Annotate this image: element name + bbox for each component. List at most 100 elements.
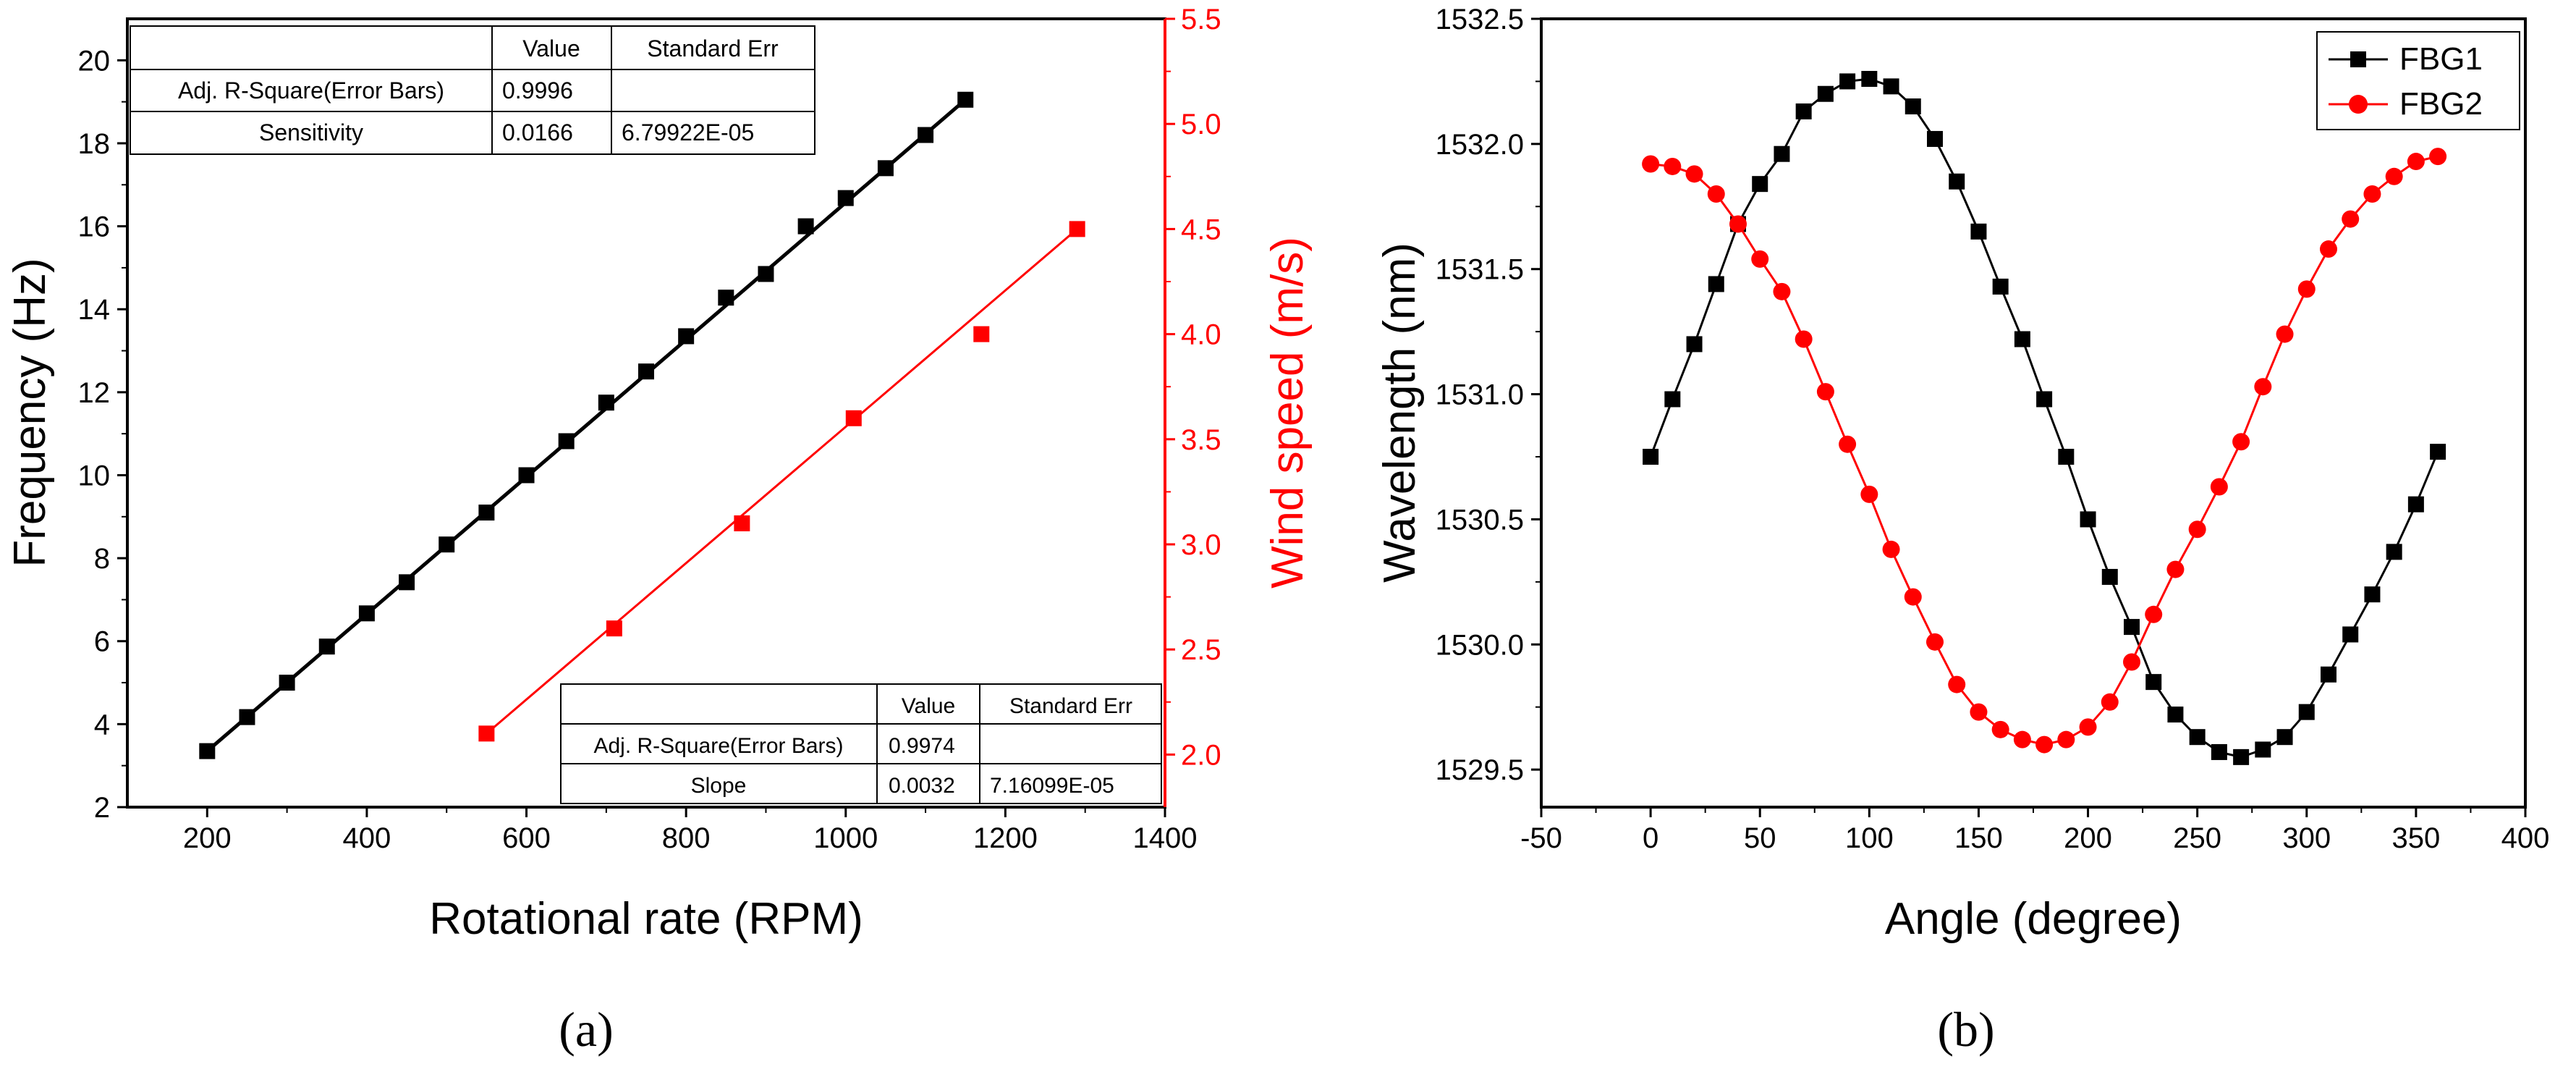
a-series-0-point bbox=[399, 574, 415, 591]
panel-b-x-axis-title: Angle (degree) bbox=[1885, 894, 2182, 944]
panel-b-chart: -50 0 50 100 150 200 250 300 350 400 1529.5 1530.0 1… bbox=[1375, 4, 2549, 1057]
b-series-fbg1-point bbox=[2298, 704, 2315, 720]
panel-a-chart: 200 400 600 800 1000 1200 1400 2 4 6 8 10 12 14 16 18 20… bbox=[5, 4, 1313, 1057]
b-series-fbg1-line bbox=[1649, 77, 2439, 759]
b-y-tick-label: 1532.5 bbox=[1436, 4, 1524, 35]
b-series-fbg2-point bbox=[1839, 435, 1857, 453]
b-series-fbg2-point bbox=[1773, 282, 1791, 300]
a-series-0-point bbox=[718, 290, 734, 306]
legend-fbg2-label: FBG2 bbox=[2399, 86, 2483, 122]
b-y-tick-label: 1531.5 bbox=[1436, 254, 1524, 286]
a-y2-tick-label: 4.0 bbox=[1181, 319, 1221, 351]
panel-b-y-axis-title: Wavelength (nm) bbox=[1375, 242, 1425, 583]
b-series-fbg1-point bbox=[1708, 276, 1724, 292]
b-series-fbg1-point bbox=[1949, 173, 1965, 190]
a-series-1-point bbox=[606, 620, 622, 637]
table-bottom-row2-value: 0.0032 bbox=[889, 774, 955, 798]
a-series-0-point bbox=[558, 433, 575, 450]
b-series-fbg1-point bbox=[1883, 78, 1899, 95]
b-series-fbg2-point bbox=[2123, 653, 2140, 671]
table-bottom-row2-label: Slope bbox=[691, 774, 747, 798]
b-series-fbg1-point bbox=[1643, 449, 1659, 465]
a-x-tick-label: 1400 bbox=[1133, 822, 1198, 854]
b-series-fbg1-point bbox=[1817, 85, 1834, 102]
b-series-fbg1-point bbox=[1839, 73, 1856, 90]
panel-a-table-top: Value Standard Err Adj. R-Square(Error B… bbox=[130, 25, 815, 155]
b-series-fbg2-point bbox=[1904, 588, 1922, 606]
table-bottom-header-value: Value bbox=[902, 694, 956, 718]
b-series-fbg2-point bbox=[2079, 718, 2097, 736]
b-series-fbg2-point bbox=[2320, 240, 2337, 258]
table-bottom-row1-value: 0.9974 bbox=[889, 734, 955, 758]
table-bottom-row2-stderr: 7.16099E-05 bbox=[990, 774, 1114, 798]
a-series-1-point bbox=[734, 515, 750, 531]
b-series-fbg1-point bbox=[2058, 449, 2075, 465]
b-x-tick-label: 50 bbox=[1744, 822, 1776, 854]
b-series-fbg1-point bbox=[2342, 626, 2359, 643]
b-series-fbg1-point bbox=[1905, 98, 1921, 114]
b-series-fbg1-point bbox=[1795, 103, 1812, 119]
a-y-tick-label: 4 bbox=[94, 709, 110, 741]
a-series-0-point bbox=[358, 605, 375, 622]
b-series-fbg1-point bbox=[1927, 130, 1943, 147]
b-y-tick-label: 1530.0 bbox=[1436, 629, 1524, 661]
b-series-fbg2-point bbox=[2101, 693, 2119, 711]
a-series-0-point bbox=[598, 395, 614, 411]
b-x-tick-label: 300 bbox=[2282, 822, 2331, 854]
b-series-fbg2-point bbox=[2013, 730, 2031, 748]
table-bottom-header-stderr: Standard Err bbox=[1009, 694, 1132, 718]
b-series-fbg1-point bbox=[2101, 568, 2118, 585]
b-series-fbg1-point bbox=[2145, 674, 2162, 691]
table-top-row2-label: Sensitivity bbox=[259, 119, 363, 146]
a-series-0-point bbox=[877, 160, 894, 177]
a-series-0-point bbox=[478, 505, 495, 521]
b-series-fbg2-line bbox=[1650, 155, 2439, 746]
a-y2-tick-label: 5.0 bbox=[1181, 109, 1221, 140]
a-series-1-point bbox=[478, 725, 495, 742]
a-x-tick-label: 1200 bbox=[973, 822, 1038, 854]
a-y-tick-label: 10 bbox=[78, 460, 111, 492]
b-x-tick-label: -50 bbox=[1520, 822, 1562, 854]
b-series-fbg1-point bbox=[2430, 444, 2446, 460]
b-series-fbg1-point bbox=[2255, 741, 2271, 758]
a-x-tick-label: 800 bbox=[662, 822, 711, 854]
b-series-fbg2-point bbox=[2276, 325, 2294, 343]
legend-fbg1-label: FBG1 bbox=[2399, 41, 2483, 77]
b-series-fbg2-point bbox=[2188, 520, 2206, 539]
b-series-fbg2-point bbox=[2035, 735, 2054, 754]
a-series-0-point bbox=[438, 536, 455, 553]
panel-a-y2-axis-title: Wind speed (m/s) bbox=[1263, 237, 1313, 589]
a-y-tick-label: 16 bbox=[78, 211, 111, 243]
a-y2-tick-label: 3.0 bbox=[1181, 529, 1221, 561]
table-top-row2-stderr: 6.79922E-05 bbox=[622, 119, 754, 146]
b-series-fbg1-point bbox=[2124, 619, 2140, 636]
b-series-fbg1-point bbox=[2321, 666, 2336, 683]
b-series-fbg1-point bbox=[1664, 391, 1681, 408]
a-series-0-point bbox=[239, 709, 255, 725]
b-series-fbg2-point bbox=[2385, 167, 2403, 185]
panel-b-plot-frame bbox=[1540, 17, 2527, 809]
legend-fbg1-marker bbox=[2350, 51, 2366, 67]
b-x-tick-label: 350 bbox=[2392, 822, 2441, 854]
b-series-fbg2-point bbox=[1882, 540, 1900, 558]
panel-a-label: (a) bbox=[559, 1002, 613, 1057]
b-series-fbg1-point bbox=[2014, 331, 2030, 347]
b-series-fbg2-point bbox=[2429, 148, 2447, 166]
a-series-1-point bbox=[845, 410, 862, 426]
table-top-row1-label: Adj. R-Square(Error Bars) bbox=[178, 77, 444, 104]
b-series-fbg1-point bbox=[2276, 729, 2293, 746]
b-series-fbg2-point bbox=[1707, 185, 1725, 203]
b-series-fbg1-point bbox=[1970, 223, 1987, 240]
panel-a-x-axis-title: Rotational rate (RPM) bbox=[429, 894, 863, 944]
a-x-tick-label: 600 bbox=[502, 822, 551, 854]
b-series-fbg2-point bbox=[1642, 155, 1660, 173]
a-series-0-point bbox=[678, 328, 695, 345]
b-x-tick-label: 250 bbox=[2173, 822, 2221, 854]
b-series-fbg1-point bbox=[2036, 391, 2053, 408]
a-x-tick-label: 1000 bbox=[813, 822, 878, 854]
b-series-fbg2-point bbox=[2232, 433, 2250, 451]
panel-b-legend: FBG1 FBG2 bbox=[2316, 31, 2520, 130]
b-series-fbg2-point bbox=[2210, 478, 2228, 496]
a-series-0-point bbox=[797, 218, 814, 235]
